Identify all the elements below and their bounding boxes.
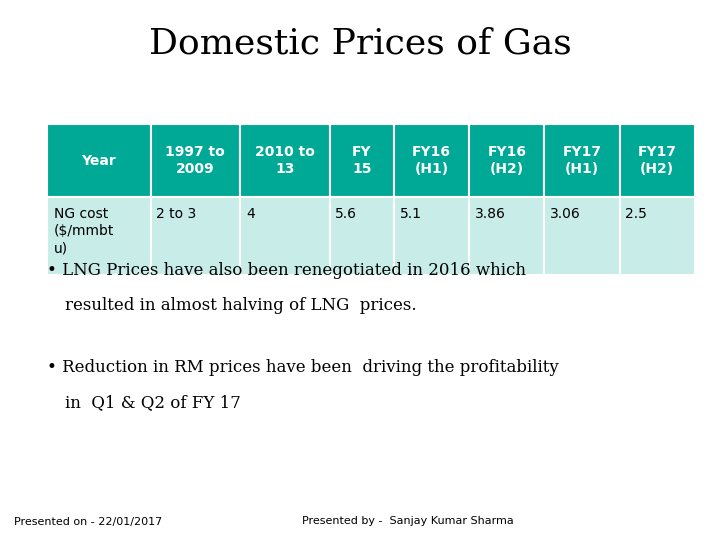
Text: 5.6: 5.6 [336, 207, 357, 221]
Text: Domestic Prices of Gas: Domestic Prices of Gas [148, 27, 572, 61]
Bar [150, 124, 240, 197]
Text: in  Q1 & Q2 of FY 17: in Q1 & Q2 of FY 17 [65, 394, 240, 411]
Text: 2 to 3: 2 to 3 [156, 207, 197, 221]
Bar [330, 124, 394, 197]
Bar [47, 197, 150, 275]
Bar [240, 197, 330, 275]
Bar [150, 197, 240, 275]
Bar [469, 197, 544, 275]
Bar [544, 197, 620, 275]
Bar [47, 124, 150, 197]
Text: FY16
(H2): FY16 (H2) [487, 145, 526, 176]
Text: 2.5: 2.5 [626, 207, 647, 221]
Bar [394, 197, 469, 275]
Text: Presented by -  Sanjay Kumar Sharma: Presented by - Sanjay Kumar Sharma [302, 516, 514, 526]
Text: 1997 to
2009: 1997 to 2009 [166, 145, 225, 176]
Bar [394, 124, 469, 197]
Text: FY17
(H1): FY17 (H1) [562, 145, 601, 176]
Text: Year: Year [81, 154, 116, 167]
Text: Presented on - 22/01/2017: Presented on - 22/01/2017 [14, 516, 163, 526]
Bar [330, 197, 394, 275]
Text: resulted in almost halving of LNG  prices.: resulted in almost halving of LNG prices… [65, 297, 416, 314]
Bar [620, 197, 695, 275]
Text: • Reduction in RM prices have been  driving the profitability: • Reduction in RM prices have been drivi… [47, 359, 559, 376]
Text: NG cost
($/mmbt
u): NG cost ($/mmbt u) [54, 207, 114, 255]
Bar [620, 124, 695, 197]
Text: • LNG Prices have also been renegotiated in 2016 which: • LNG Prices have also been renegotiated… [47, 262, 526, 279]
Text: 4: 4 [246, 207, 255, 221]
Text: 3.86: 3.86 [475, 207, 506, 221]
Text: 2010 to
13: 2010 to 13 [255, 145, 315, 176]
Text: FY16
(H1): FY16 (H1) [412, 145, 451, 176]
Bar [240, 124, 330, 197]
Text: 5.1: 5.1 [400, 207, 422, 221]
Bar [469, 124, 544, 197]
Text: FY
15: FY 15 [352, 145, 372, 176]
Text: 3.06: 3.06 [550, 207, 581, 221]
Bar [544, 124, 620, 197]
Text: FY17
(H2): FY17 (H2) [638, 145, 677, 176]
